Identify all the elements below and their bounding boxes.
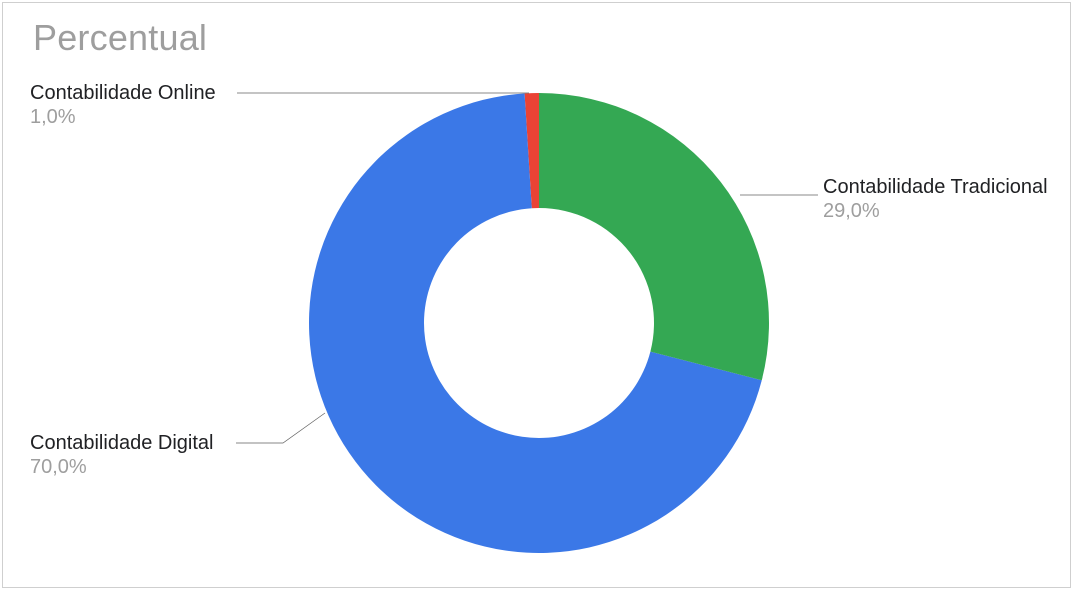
slice-label-pct: 29,0% (823, 199, 1048, 223)
slice-label: Contabilidade Tradicional29,0% (823, 175, 1048, 223)
slice-label-name: Contabilidade Digital (30, 431, 213, 455)
leader-line-1 (236, 413, 325, 443)
chart-frame: Percentual Contabilidade Online1,0%Conta… (2, 2, 1071, 588)
slice-label-name: Contabilidade Online (30, 81, 216, 105)
slice-label-name: Contabilidade Tradicional (823, 175, 1048, 199)
slice-label: Contabilidade Digital70,0% (30, 431, 213, 479)
slice-label-pct: 1,0% (30, 105, 216, 129)
slice-2 (539, 93, 769, 380)
slice-label-pct: 70,0% (30, 455, 213, 479)
slice-label: Contabilidade Online1,0% (30, 81, 216, 129)
